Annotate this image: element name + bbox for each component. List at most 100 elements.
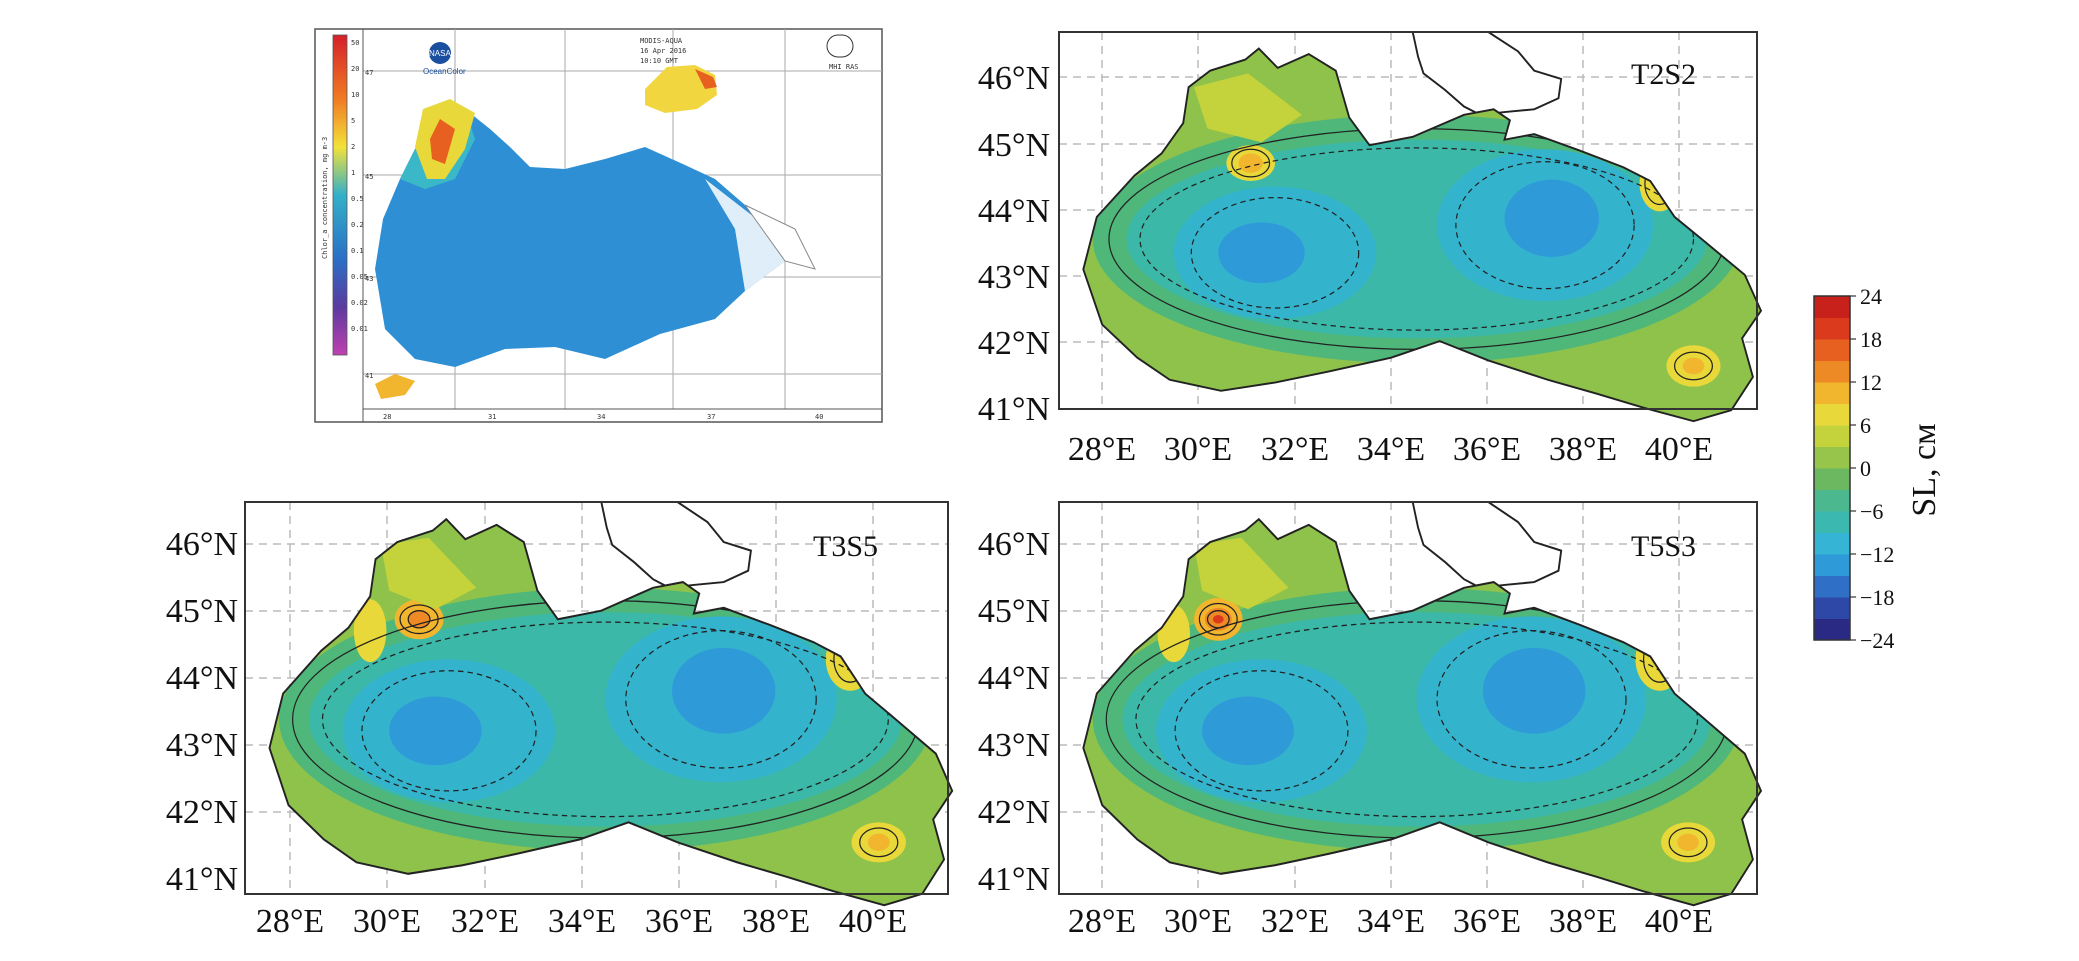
inset-cb-tick: 5 <box>351 117 355 125</box>
lon-tick: 30°E <box>353 903 421 940</box>
lon-tick: 34°E <box>1357 903 1425 940</box>
lat-axis: 46°N 45°N 44°N 43°N 42°N 41°N <box>166 526 238 898</box>
lat-axis: 46°N 45°N 44°N 43°N 42°N 41°N <box>978 526 1050 898</box>
colorbar-swatch <box>1814 575 1850 598</box>
inset-cb-tick: 0.05 <box>351 273 368 281</box>
lat-tick: 44°N <box>978 660 1050 697</box>
lon-tick: 28°E <box>1068 431 1136 468</box>
inset-cb-tick: 1 <box>351 169 355 177</box>
inset-cb-tick: 0.02 <box>351 299 368 307</box>
lon-axis: 28°E 30°E 32°E 34°E 36°E 38°E 40°E <box>1068 431 1713 468</box>
colorbar-tick-label: −6 <box>1860 499 1883 524</box>
inset-lon-tick: 34 <box>597 413 605 421</box>
lon-tick: 32°E <box>1261 903 1329 940</box>
lat-tick: 42°N <box>166 794 238 831</box>
inset-cb-tick: 0.2 <box>351 221 364 229</box>
inset-colorbar-label: Chlor_a concentration, mg m-3 <box>321 137 329 259</box>
lat-tick: 44°N <box>978 193 1050 230</box>
colorbar-swatch <box>1814 403 1850 426</box>
inset-cb-tick: 0.5 <box>351 195 364 203</box>
lat-tick: 41°N <box>978 861 1050 898</box>
inset-colorbar <box>332 34 348 356</box>
colorbar-tick-label: 18 <box>1860 327 1882 352</box>
inset-cb-tick: 0.1 <box>351 247 364 255</box>
oceancolor-caption: OceanColor <box>423 67 466 76</box>
nasa-logo-text: NASA <box>429 49 451 58</box>
colorbar-tick-label: −12 <box>1860 542 1894 567</box>
inset-sea-chlorophyll <box>375 109 785 367</box>
lat-tick: 45°N <box>978 127 1050 164</box>
lat-tick: 43°N <box>978 259 1050 296</box>
map-panel-t2s2: T2S2 46°N 45°N 44°N 43°N 42°N 41°N 28°E … <box>978 31 1762 468</box>
inset-lon-tick: 31 <box>488 413 496 421</box>
lat-tick: 45°N <box>978 593 1050 630</box>
lat-tick: 46°N <box>166 526 238 563</box>
map-panel-t3s5: T3S5 46°N 45°N 44°N 43°N 42°N 41°N 28°E … <box>166 500 954 940</box>
lon-tick: 36°E <box>1453 431 1521 468</box>
lon-tick: 36°E <box>1453 903 1521 940</box>
colorbar-swatch <box>1814 468 1850 490</box>
colorbar-swatch <box>1814 532 1850 555</box>
lon-tick: 30°E <box>1164 903 1232 940</box>
mhi-logo <box>826 34 854 58</box>
inset-lon-tick: 28 <box>383 413 391 421</box>
lon-tick: 36°E <box>645 903 713 940</box>
lon-tick: 38°E <box>1549 903 1617 940</box>
lon-axis: 28°E 30°E 32°E 34°E 36°E 38°E 40°E <box>1068 903 1713 940</box>
colorbar-swatch <box>1814 511 1850 533</box>
lon-tick: 28°E <box>256 903 324 940</box>
lon-tick: 38°E <box>1549 431 1617 468</box>
lat-tick: 46°N <box>978 526 1050 563</box>
lat-tick: 43°N <box>166 727 238 764</box>
panel-label: T3S5 <box>813 530 878 563</box>
colorbar-swatch <box>1814 296 1850 318</box>
colorbar-tick-label: 24 <box>1860 284 1882 309</box>
inset-cb-tick: 20 <box>351 65 359 73</box>
lon-axis: 28°E 30°E 32°E 34°E 36°E 38°E 40°E <box>256 903 907 940</box>
inset-lat-tick: 47 <box>365 69 373 77</box>
colorbar-swatch <box>1814 446 1850 469</box>
inset-cb-tick: 2 <box>351 143 355 151</box>
colorbar-tick-label: −24 <box>1860 628 1894 653</box>
colorbar-tick-label: 12 <box>1860 370 1882 395</box>
colorbar-tick-label: −18 <box>1860 585 1894 610</box>
nasa-logo <box>429 42 451 64</box>
lat-tick: 42°N <box>978 325 1050 362</box>
panel-label: T2S2 <box>1631 58 1696 91</box>
lon-tick: 40°E <box>839 903 907 940</box>
colorbar-tick-label: 6 <box>1860 413 1871 438</box>
lat-tick: 41°N <box>166 861 238 898</box>
colorbar-swatch <box>1814 489 1850 512</box>
colorbar-swatch <box>1814 360 1850 383</box>
lat-tick: 44°N <box>166 660 238 697</box>
lon-tick: 34°E <box>548 903 616 940</box>
lon-tick: 28°E <box>1068 903 1136 940</box>
lon-tick: 40°E <box>1645 903 1713 940</box>
lon-tick: 38°E <box>742 903 810 940</box>
inset-cb-tick: 0.01 <box>351 325 368 333</box>
inset-time-text: 10:10 GMT <box>640 57 679 65</box>
inset-lat-tick: 41 <box>365 372 373 380</box>
colorbar-swatch <box>1814 317 1850 340</box>
lon-tick: 34°E <box>1357 431 1425 468</box>
lon-tick: 32°E <box>1261 431 1329 468</box>
inset-lat-tick: 45 <box>365 173 373 181</box>
lat-tick: 42°N <box>978 794 1050 831</box>
colorbar-swatch <box>1814 618 1850 641</box>
lat-tick: 41°N <box>978 391 1050 428</box>
colorbar-title: SL, см <box>1906 423 1943 516</box>
lon-tick: 30°E <box>1164 431 1232 468</box>
colorbar-swatch <box>1814 554 1850 576</box>
satellite-inset: 50 20 10 5 2 1 0.5 0.2 0.1 0.05 0.02 0.0… <box>314 28 883 423</box>
colorbar-swatch <box>1814 425 1850 447</box>
inset-date-text: 16 Apr 2016 <box>640 47 686 55</box>
inset-lon-tick: 37 <box>707 413 715 421</box>
lat-tick: 45°N <box>166 593 238 630</box>
colorbar-tick-label: 0 <box>1860 456 1871 481</box>
colorbar-swatch <box>1814 597 1850 619</box>
sea-level-colorbar: 24 18 12 6 0 −6 −12 −18 −24 SL, см <box>1813 284 1943 653</box>
colorbar-swatches <box>1814 296 1850 641</box>
mhi-caption: MHI RAS <box>829 63 859 71</box>
lon-tick: 32°E <box>451 903 519 940</box>
